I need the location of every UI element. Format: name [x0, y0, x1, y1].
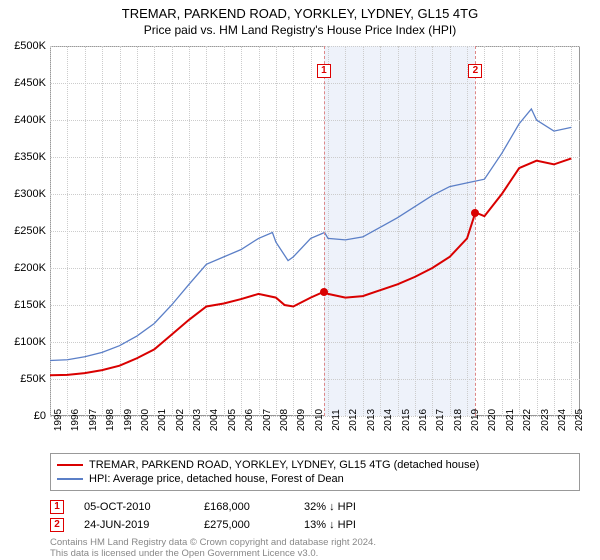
sale-marker-2: 2 — [50, 518, 64, 532]
x-tick-label: 1995 — [53, 409, 64, 431]
sale-marker-1: 1 — [50, 500, 64, 514]
legend-label-property: TREMAR, PARKEND ROAD, YORKLEY, LYDNEY, G… — [89, 459, 479, 471]
x-tick-label: 1999 — [123, 409, 134, 431]
x-tick-label: 2010 — [314, 409, 325, 431]
sale-date-1: 05-OCT-2010 — [84, 501, 184, 513]
x-tick-label: 2009 — [296, 409, 307, 431]
x-tick-label: 2015 — [401, 409, 412, 431]
x-tick-label: 2005 — [227, 409, 238, 431]
y-tick-label: £350K — [4, 151, 46, 163]
y-tick-label: £200K — [4, 262, 46, 274]
series-line-property — [50, 158, 571, 375]
sale-row-1: 1 05-OCT-2010 £168,000 32% ↓ HPI — [50, 498, 580, 516]
x-tick-label: 1997 — [88, 409, 99, 431]
y-tick-label: £250K — [4, 225, 46, 237]
x-tick-label: 2024 — [557, 409, 568, 431]
x-tick-label: 2021 — [505, 409, 516, 431]
marker-box-2: 2 — [468, 64, 482, 78]
x-tick-label: 2022 — [522, 409, 533, 431]
x-tick-label: 2014 — [383, 409, 394, 431]
marker-dot-1 — [320, 288, 328, 296]
chart-container: TREMAR, PARKEND ROAD, YORKLEY, LYDNEY, G… — [0, 0, 600, 560]
x-tick-label: 2000 — [140, 409, 151, 431]
x-tick-label: 2017 — [435, 409, 446, 431]
x-tick-label: 2007 — [262, 409, 273, 431]
chart-subtitle: Price paid vs. HM Land Registry's House … — [0, 21, 600, 37]
x-tick-label: 2002 — [175, 409, 186, 431]
x-tick-label: 2019 — [470, 409, 481, 431]
legend-row-hpi: HPI: Average price, detached house, Fore… — [57, 472, 573, 486]
sale-price-2: £275,000 — [204, 519, 284, 531]
chart-title: TREMAR, PARKEND ROAD, YORKLEY, LYDNEY, G… — [0, 0, 600, 21]
y-tick-label: £150K — [4, 299, 46, 311]
chart-area: 12 — [50, 46, 580, 416]
line-series-svg — [50, 46, 580, 416]
sale-pct-1: 32% ↓ HPI — [304, 501, 374, 513]
legend-row-property: TREMAR, PARKEND ROAD, YORKLEY, LYDNEY, G… — [57, 458, 573, 472]
legend-swatch-hpi — [57, 478, 83, 480]
y-tick-label: £450K — [4, 77, 46, 89]
x-tick-label: 2020 — [487, 409, 498, 431]
footer-text: Contains HM Land Registry data © Crown c… — [50, 538, 580, 560]
sale-pct-2: 13% ↓ HPI — [304, 519, 374, 531]
x-tick-label: 2023 — [540, 409, 551, 431]
x-tick-label: 2013 — [366, 409, 377, 431]
x-tick-label: 2016 — [418, 409, 429, 431]
x-tick-label: 1998 — [105, 409, 116, 431]
legend-label-hpi: HPI: Average price, detached house, Fore… — [89, 473, 344, 485]
x-tick-label: 2012 — [348, 409, 359, 431]
x-tick-label: 2001 — [157, 409, 168, 431]
series-line-hpi — [50, 109, 571, 361]
marker-box-1: 1 — [317, 64, 331, 78]
sales-table: 1 05-OCT-2010 £168,000 32% ↓ HPI 2 24-JU… — [50, 498, 580, 534]
sale-price-1: £168,000 — [204, 501, 284, 513]
y-tick-label: £0 — [4, 410, 46, 422]
legend-swatch-property — [57, 464, 83, 466]
sale-row-2: 2 24-JUN-2019 £275,000 13% ↓ HPI — [50, 516, 580, 534]
marker-dot-2 — [471, 209, 479, 217]
footer-line2: This data is licensed under the Open Gov… — [50, 549, 580, 560]
x-tick-label: 2004 — [209, 409, 220, 431]
x-tick-label: 2018 — [453, 409, 464, 431]
x-tick-label: 1996 — [70, 409, 81, 431]
y-tick-label: £50K — [4, 373, 46, 385]
sale-date-2: 24-JUN-2019 — [84, 519, 184, 531]
x-tick-label: 2025 — [574, 409, 585, 431]
x-tick-label: 2011 — [331, 409, 342, 431]
y-tick-label: £400K — [4, 114, 46, 126]
y-tick-label: £300K — [4, 188, 46, 200]
legend: TREMAR, PARKEND ROAD, YORKLEY, LYDNEY, G… — [50, 453, 580, 491]
x-tick-label: 2008 — [279, 409, 290, 431]
x-tick-label: 2006 — [244, 409, 255, 431]
x-tick-label: 2003 — [192, 409, 203, 431]
y-tick-label: £500K — [4, 40, 46, 52]
y-tick-label: £100K — [4, 336, 46, 348]
